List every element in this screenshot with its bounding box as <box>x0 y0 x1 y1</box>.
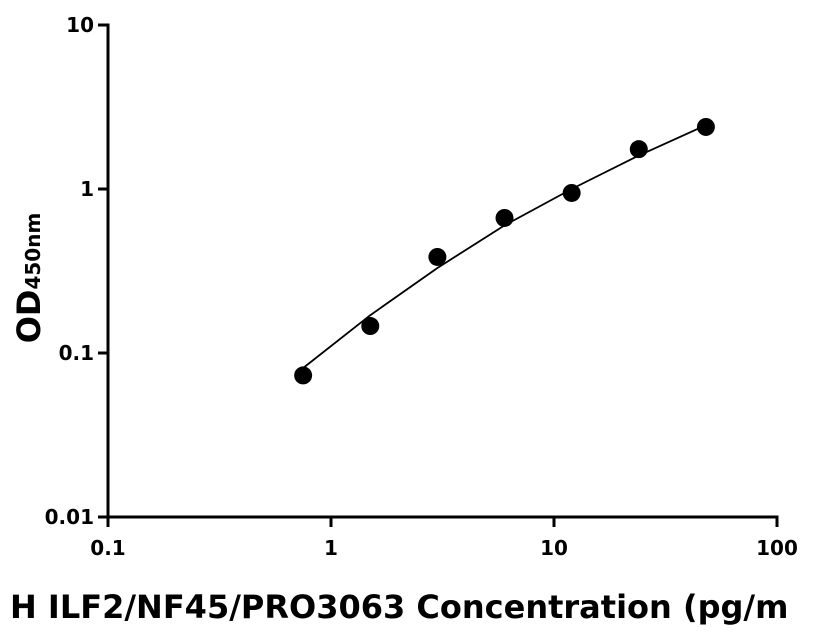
data-point <box>629 140 648 159</box>
y-tick-label: 0.1 <box>59 341 94 365</box>
data-point <box>294 366 313 385</box>
y-tick-label: 0.01 <box>45 505 94 529</box>
data-point <box>495 208 514 227</box>
data-point <box>361 317 380 336</box>
x-tick-label: 100 <box>756 536 798 560</box>
y-tick-label: 1 <box>80 177 94 201</box>
y-axis-label-sub: 450nm <box>21 213 45 290</box>
data-point <box>696 117 715 136</box>
y-axis-label: OD450nm <box>10 213 48 344</box>
data-point <box>428 247 447 266</box>
x-tick-label: 10 <box>540 536 568 560</box>
y-tick-label: 10 <box>66 13 94 37</box>
x-tick-label: 1 <box>324 536 338 560</box>
data-point <box>562 183 581 202</box>
x-axis-label: H ILF2/NF45/PRO3063 Concentration (pg/m <box>10 588 788 626</box>
y-axis-label-main: OD <box>10 290 48 344</box>
x-tick-label: 0.1 <box>90 536 125 560</box>
